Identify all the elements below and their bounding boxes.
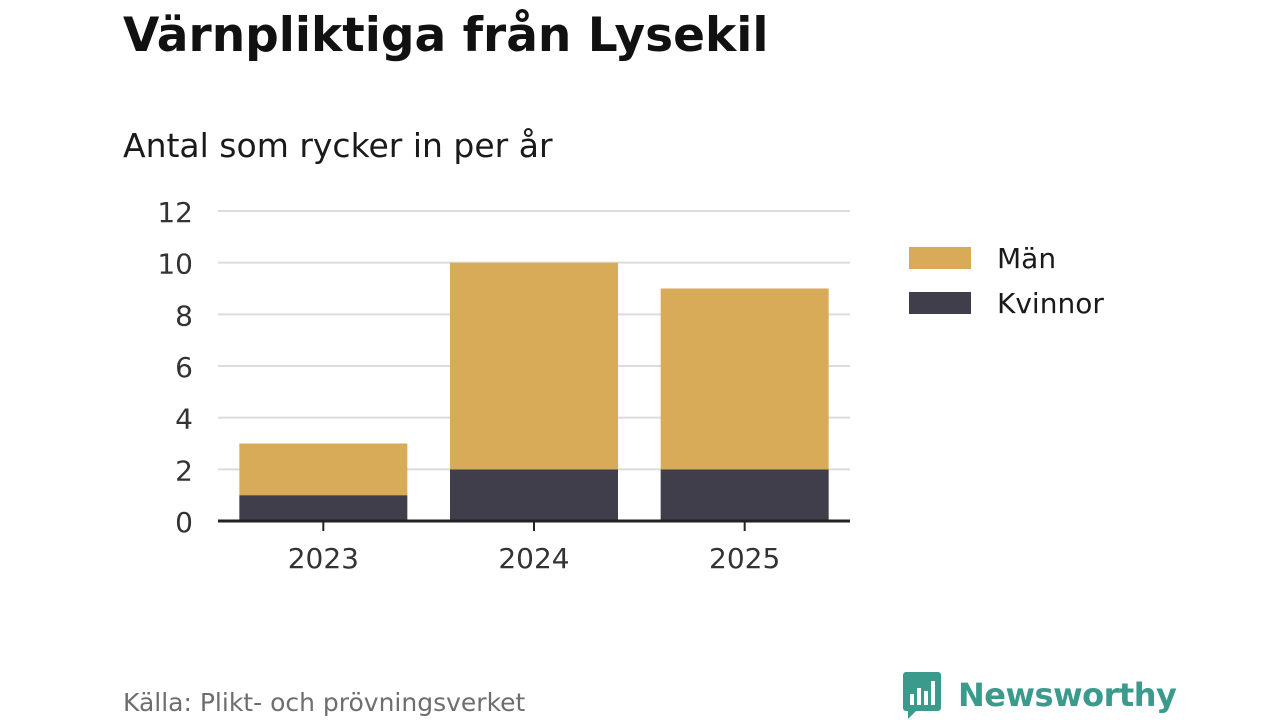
x-tick-label: 2024 [498, 542, 569, 575]
bar-kvinnor-2023 [239, 495, 408, 521]
y-tick-label: 2 [175, 454, 193, 487]
x-tick-label: 2025 [709, 542, 780, 575]
legend-swatch-man [909, 247, 971, 269]
brand-name: Newsworthy [958, 676, 1177, 714]
y-tick-label: 8 [175, 299, 193, 332]
y-tick-label: 10 [157, 248, 193, 281]
x-tick-label: 2023 [288, 542, 359, 575]
legend-item-man: Män [909, 238, 1104, 278]
bar-kvinnor-2025 [660, 469, 829, 521]
chart-subtitle: Antal som rycker in per år [123, 126, 553, 165]
legend-item-kvinnor: Kvinnor [909, 283, 1104, 323]
legend-label-kvinnor: Kvinnor [997, 286, 1104, 320]
y-tick-label: 4 [175, 403, 193, 436]
y-axis-tick-labels: 0 2 4 6 8 10 12 [157, 196, 193, 539]
source-note: Källa: Plikt- och prövningsverket [123, 688, 526, 717]
brand-logo: Newsworthy [902, 670, 1177, 720]
y-tick-label: 0 [175, 506, 193, 539]
y-tick-label: 6 [175, 351, 193, 384]
y-tick-label: 12 [157, 196, 193, 229]
bar-mn-2024 [450, 262, 618, 470]
bar-mn-2023 [239, 443, 408, 496]
bar-kvinnor-2024 [450, 469, 618, 521]
x-axis-tick-labels: 2023 2024 2025 [288, 542, 781, 575]
bars [239, 262, 829, 521]
x-axis [218, 519, 850, 531]
legend-swatch-kvinnor [909, 292, 971, 314]
bar-mn-2025 [660, 288, 829, 470]
legend-label-man: Män [997, 241, 1057, 275]
bar-chart-speech-bubble-icon [903, 672, 941, 719]
legend: Män Kvinnor [909, 238, 1104, 328]
chart-title: Värnpliktiga från Lysekil [123, 8, 769, 63]
